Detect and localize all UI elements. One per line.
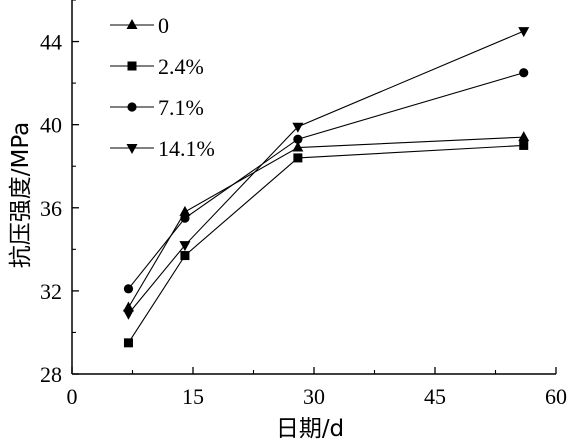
y-tick-label: 28 xyxy=(40,362,62,387)
legend-marker-2 xyxy=(127,102,137,112)
x-tick-label: 30 xyxy=(303,384,325,409)
legend-marker-1 xyxy=(127,61,137,71)
series-0-point xyxy=(122,301,134,312)
y-tick-label: 44 xyxy=(40,30,62,55)
series-3-point xyxy=(292,122,304,133)
series-line-3 xyxy=(128,30,524,315)
series-2-point xyxy=(123,284,134,294)
series-0-point xyxy=(179,205,191,216)
y-axis-title: 抗压强度/MPa xyxy=(8,122,34,269)
x-axis-title: 日期/d xyxy=(276,416,344,441)
legend-label: 7.1% xyxy=(158,95,204,120)
x-tick-label: 15 xyxy=(182,384,204,409)
x-tick-label: 0 xyxy=(67,384,78,409)
y-tick-label: 36 xyxy=(40,196,62,221)
series-1-point xyxy=(180,251,190,261)
series-1-point xyxy=(123,338,133,348)
series-0-point xyxy=(292,141,304,152)
series-3-point xyxy=(518,27,530,38)
series-1-point xyxy=(519,140,529,150)
series-line-2 xyxy=(128,72,524,290)
series-2-point xyxy=(180,213,190,223)
legend-marker-0 xyxy=(126,19,138,29)
y-tick-label: 40 xyxy=(40,113,62,138)
x-tick-label: 60 xyxy=(545,384,567,409)
series-line-1 xyxy=(128,144,524,344)
series-2-point xyxy=(293,134,303,144)
series-3-point xyxy=(179,241,191,252)
x-tick-label: 45 xyxy=(424,384,446,409)
legend-label: 0 xyxy=(158,13,169,38)
y-tick-label: 32 xyxy=(40,279,62,304)
legend-label: 2.4% xyxy=(158,54,204,79)
legend-marker-3 xyxy=(126,144,138,154)
series-3-point xyxy=(122,309,134,320)
series-1-point xyxy=(293,153,303,163)
series-0-point xyxy=(518,131,530,142)
legend-label: 14.1% xyxy=(158,136,215,161)
series-line-0 xyxy=(127,136,524,308)
series-2-point xyxy=(519,68,529,78)
